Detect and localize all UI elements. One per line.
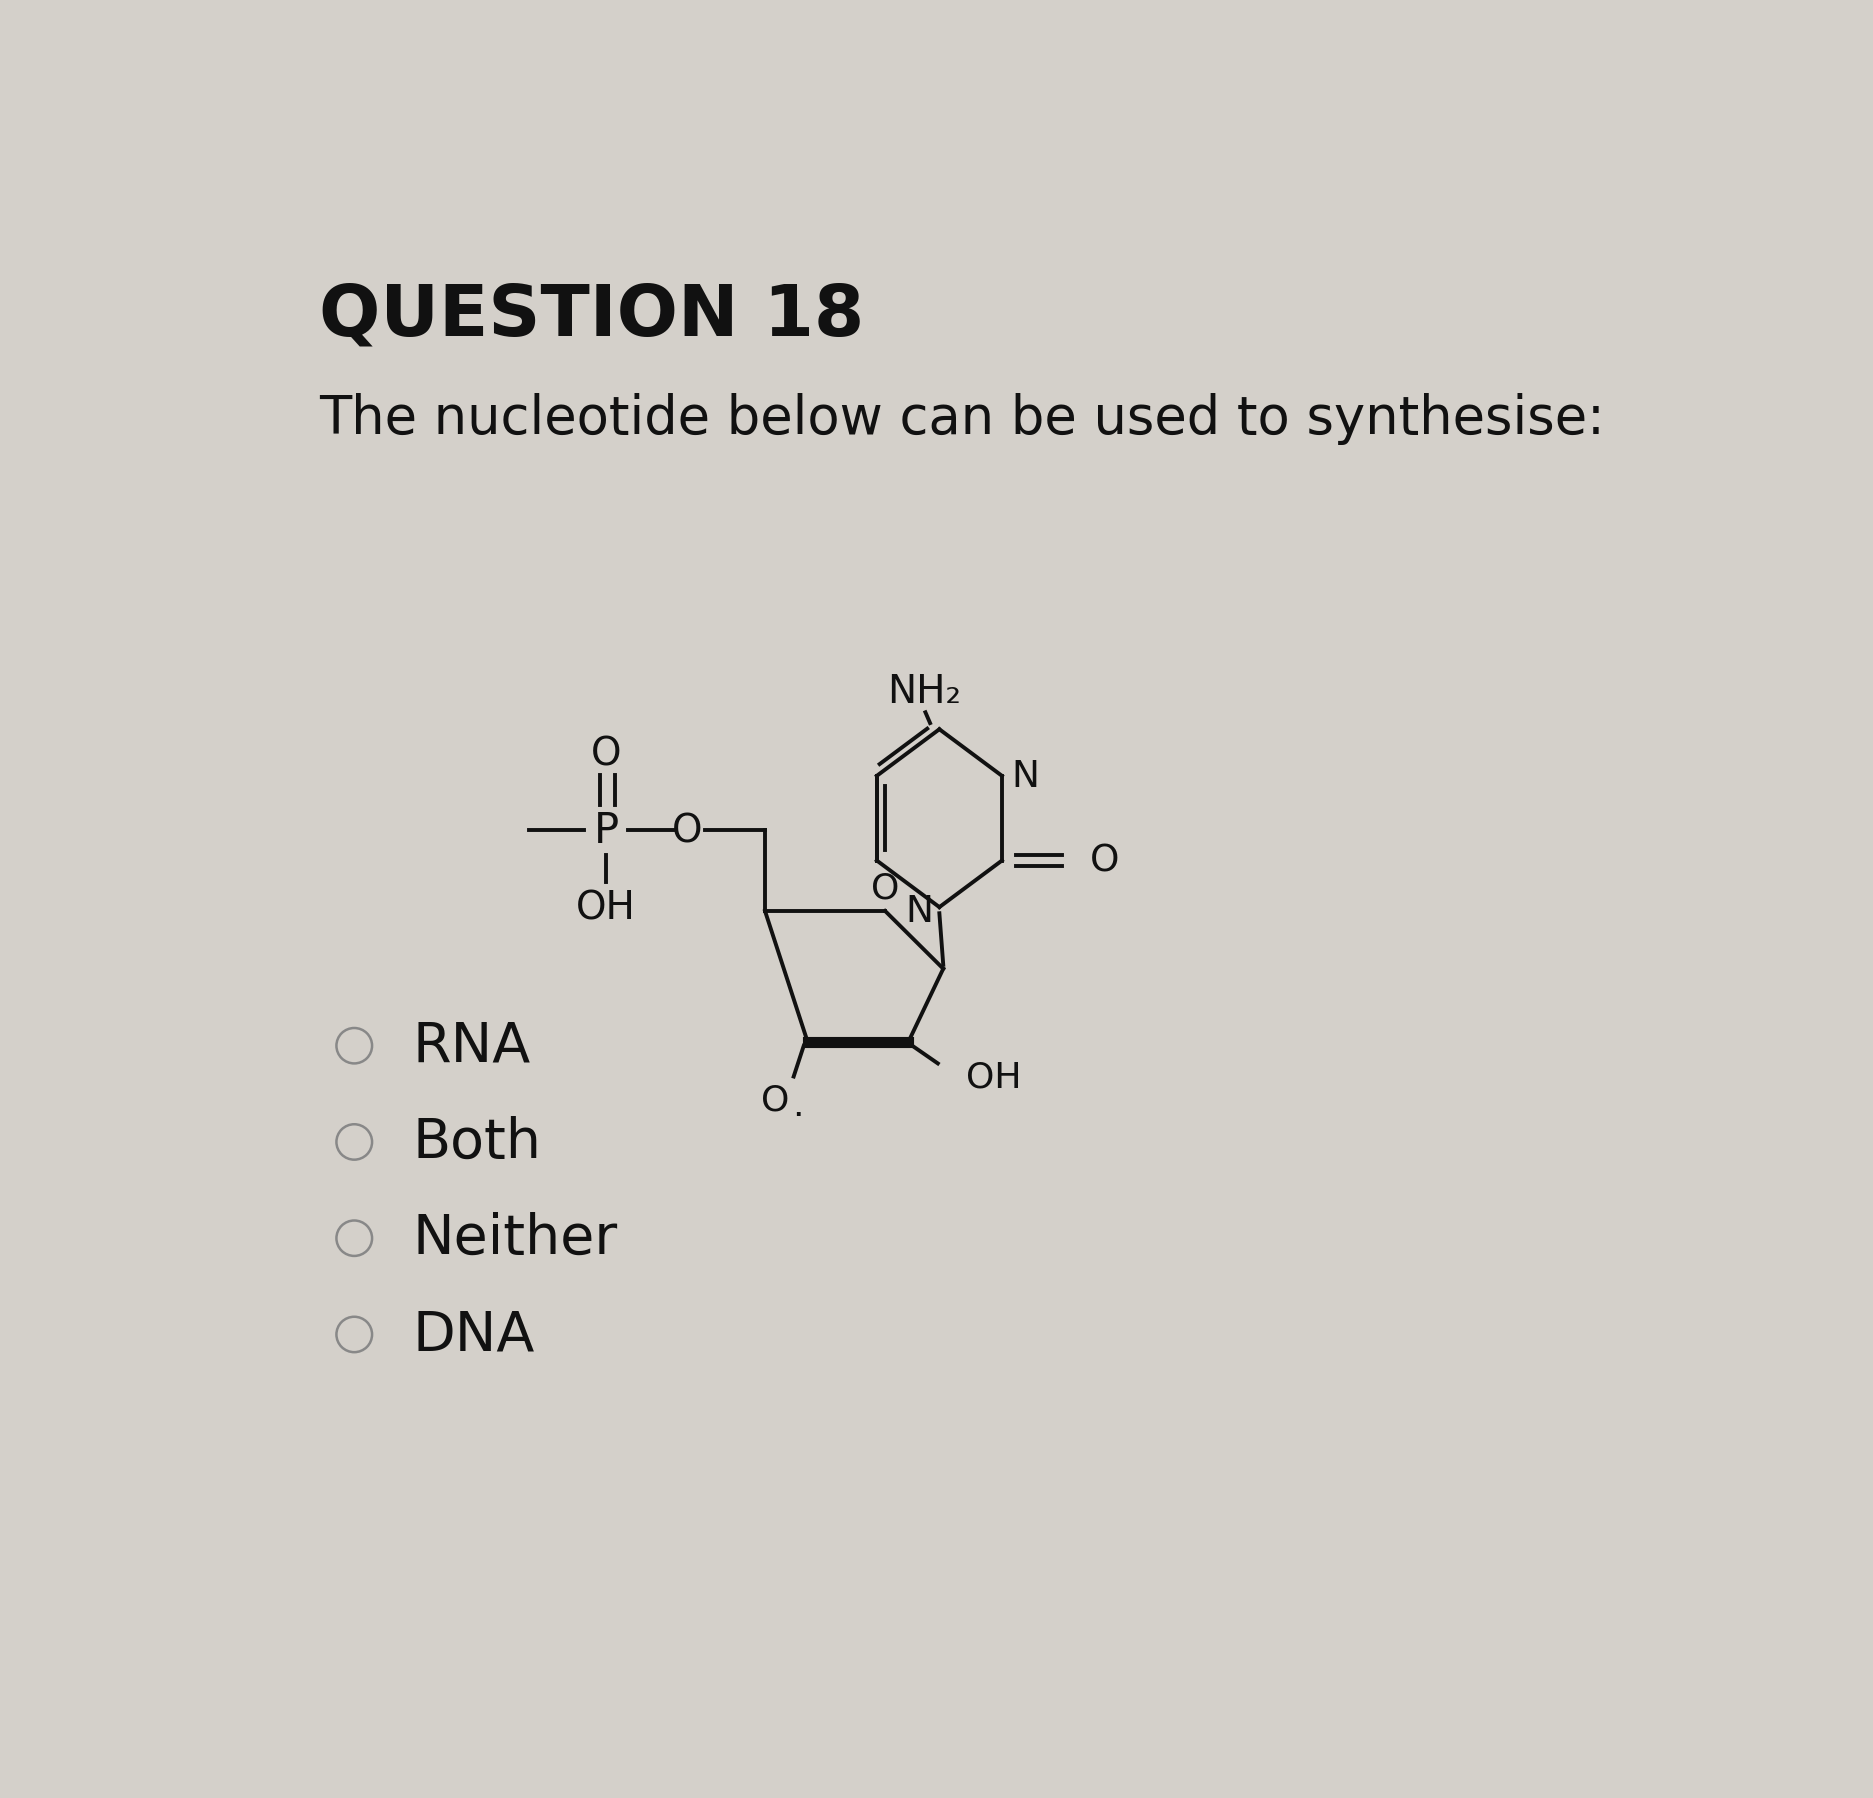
Text: Neither: Neither (412, 1212, 618, 1266)
Text: The nucleotide below can be used to synthesise:: The nucleotide below can be used to synt… (320, 392, 1605, 444)
Text: QUESTION 18: QUESTION 18 (320, 280, 865, 351)
Text: O: O (672, 811, 702, 850)
Text: O: O (871, 872, 899, 906)
Text: N: N (1011, 759, 1040, 795)
Text: O: O (760, 1082, 789, 1117)
Text: OH: OH (966, 1059, 1023, 1093)
Text: OH: OH (577, 888, 637, 926)
Text: N: N (905, 894, 933, 930)
Text: NH₂: NH₂ (886, 672, 961, 710)
Text: Both: Both (412, 1115, 541, 1169)
Text: O: O (1090, 843, 1118, 879)
Text: P: P (594, 809, 618, 852)
Text: .: . (792, 1088, 804, 1122)
Text: RNA: RNA (412, 1019, 530, 1073)
Text: O: O (590, 735, 622, 773)
Text: DNA: DNA (412, 1307, 536, 1361)
